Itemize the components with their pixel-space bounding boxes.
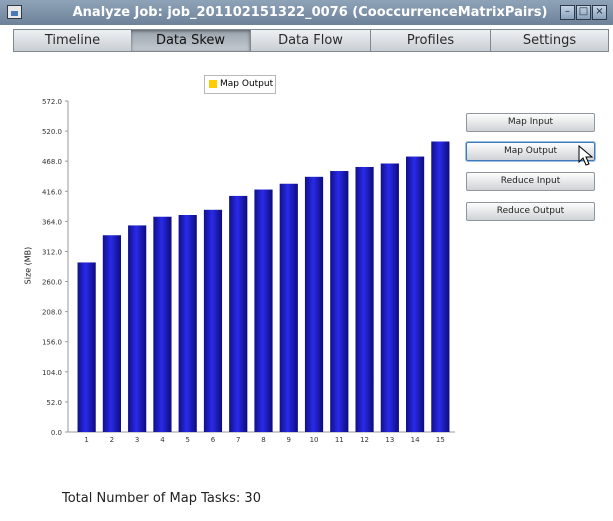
bar-task-5 <box>178 215 197 432</box>
tab-data-skew[interactable]: Data Skew <box>131 29 251 52</box>
chart-legend: Map Output <box>204 75 276 94</box>
y-tick-label: 312.0 <box>42 248 62 256</box>
legend-label: Map Output <box>220 79 274 89</box>
total-map-tasks: Total Number of Map Tasks: 30 <box>62 491 261 506</box>
bar-task-2 <box>102 235 121 432</box>
tab-timeline[interactable]: Timeline <box>13 29 132 52</box>
legend-swatch <box>209 80 217 88</box>
bar-task-9 <box>279 183 298 432</box>
bar-task-1 <box>77 262 96 432</box>
title-bar: Analyze Job: job_201102151322_0076 (Cooc… <box>0 0 613 25</box>
y-axis-label: Size (MB) <box>23 246 33 285</box>
maximize-icon[interactable]: □ <box>576 5 591 20</box>
map-input-button[interactable]: Map Input <box>466 113 595 132</box>
x-tick-label: 6 <box>211 436 216 444</box>
bar-task-8 <box>254 189 273 432</box>
x-tick-label: 12 <box>360 436 369 444</box>
tab-settings[interactable]: Settings <box>491 29 609 52</box>
y-tick-label: 52.0 <box>46 399 62 407</box>
y-tick-label: 104.0 <box>42 369 62 377</box>
bar-task-13 <box>380 163 399 432</box>
bar-task-12 <box>355 166 374 432</box>
bar-task-7 <box>229 195 248 432</box>
bar-task-14 <box>406 156 425 433</box>
tab-profiles[interactable]: Profiles <box>371 29 491 52</box>
y-tick-label: 468.0 <box>42 158 62 166</box>
y-tick-label: 156.0 <box>42 339 62 347</box>
x-tick-label: 4 <box>160 436 165 444</box>
bar-task-3 <box>128 225 147 432</box>
x-tick-label: 8 <box>261 436 265 444</box>
x-tick-label: 9 <box>287 436 291 444</box>
x-tick-label: 7 <box>236 436 240 444</box>
map-output-button[interactable]: Map Output <box>466 142 595 161</box>
bar-task-10 <box>304 176 324 432</box>
minimize-icon[interactable]: – <box>560 5 575 20</box>
x-tick-label: 14 <box>411 436 420 444</box>
tab-data-flow[interactable]: Data Flow <box>251 29 371 52</box>
x-tick-label: 15 <box>436 436 445 444</box>
y-tick-label: 520.0 <box>42 128 62 136</box>
reduce-output-button[interactable]: Reduce Output <box>466 202 595 221</box>
mouse-cursor-icon <box>578 145 594 166</box>
tab-bar: Timeline Data Skew Data Flow Profiles Se… <box>13 29 610 52</box>
app-icon[interactable] <box>7 5 22 19</box>
bar-task-11 <box>330 171 349 432</box>
x-tick-label: 11 <box>335 436 344 444</box>
window-title: Analyze Job: job_201102151322_0076 (Cooc… <box>72 5 548 20</box>
y-tick-label: 260.0 <box>42 279 62 287</box>
x-tick-label: 13 <box>385 436 394 444</box>
y-tick-label: 572.0 <box>42 98 62 106</box>
x-tick-label: 5 <box>185 436 189 444</box>
y-tick-label: 416.0 <box>42 188 62 196</box>
x-tick-label: 10 <box>310 436 319 444</box>
close-icon[interactable]: × <box>592 5 607 20</box>
x-tick-label: 2 <box>110 436 114 444</box>
y-tick-label: 0.0 <box>51 429 62 437</box>
y-tick-label: 208.0 <box>42 309 62 317</box>
bar-task-6 <box>203 209 223 432</box>
bar-task-4 <box>153 216 172 432</box>
x-tick-label: 3 <box>135 436 139 444</box>
x-tick-label: 1 <box>84 436 88 444</box>
y-tick-label: 364.0 <box>42 218 62 226</box>
reduce-input-button[interactable]: Reduce Input <box>466 172 595 191</box>
bar-task-15 <box>431 141 450 432</box>
